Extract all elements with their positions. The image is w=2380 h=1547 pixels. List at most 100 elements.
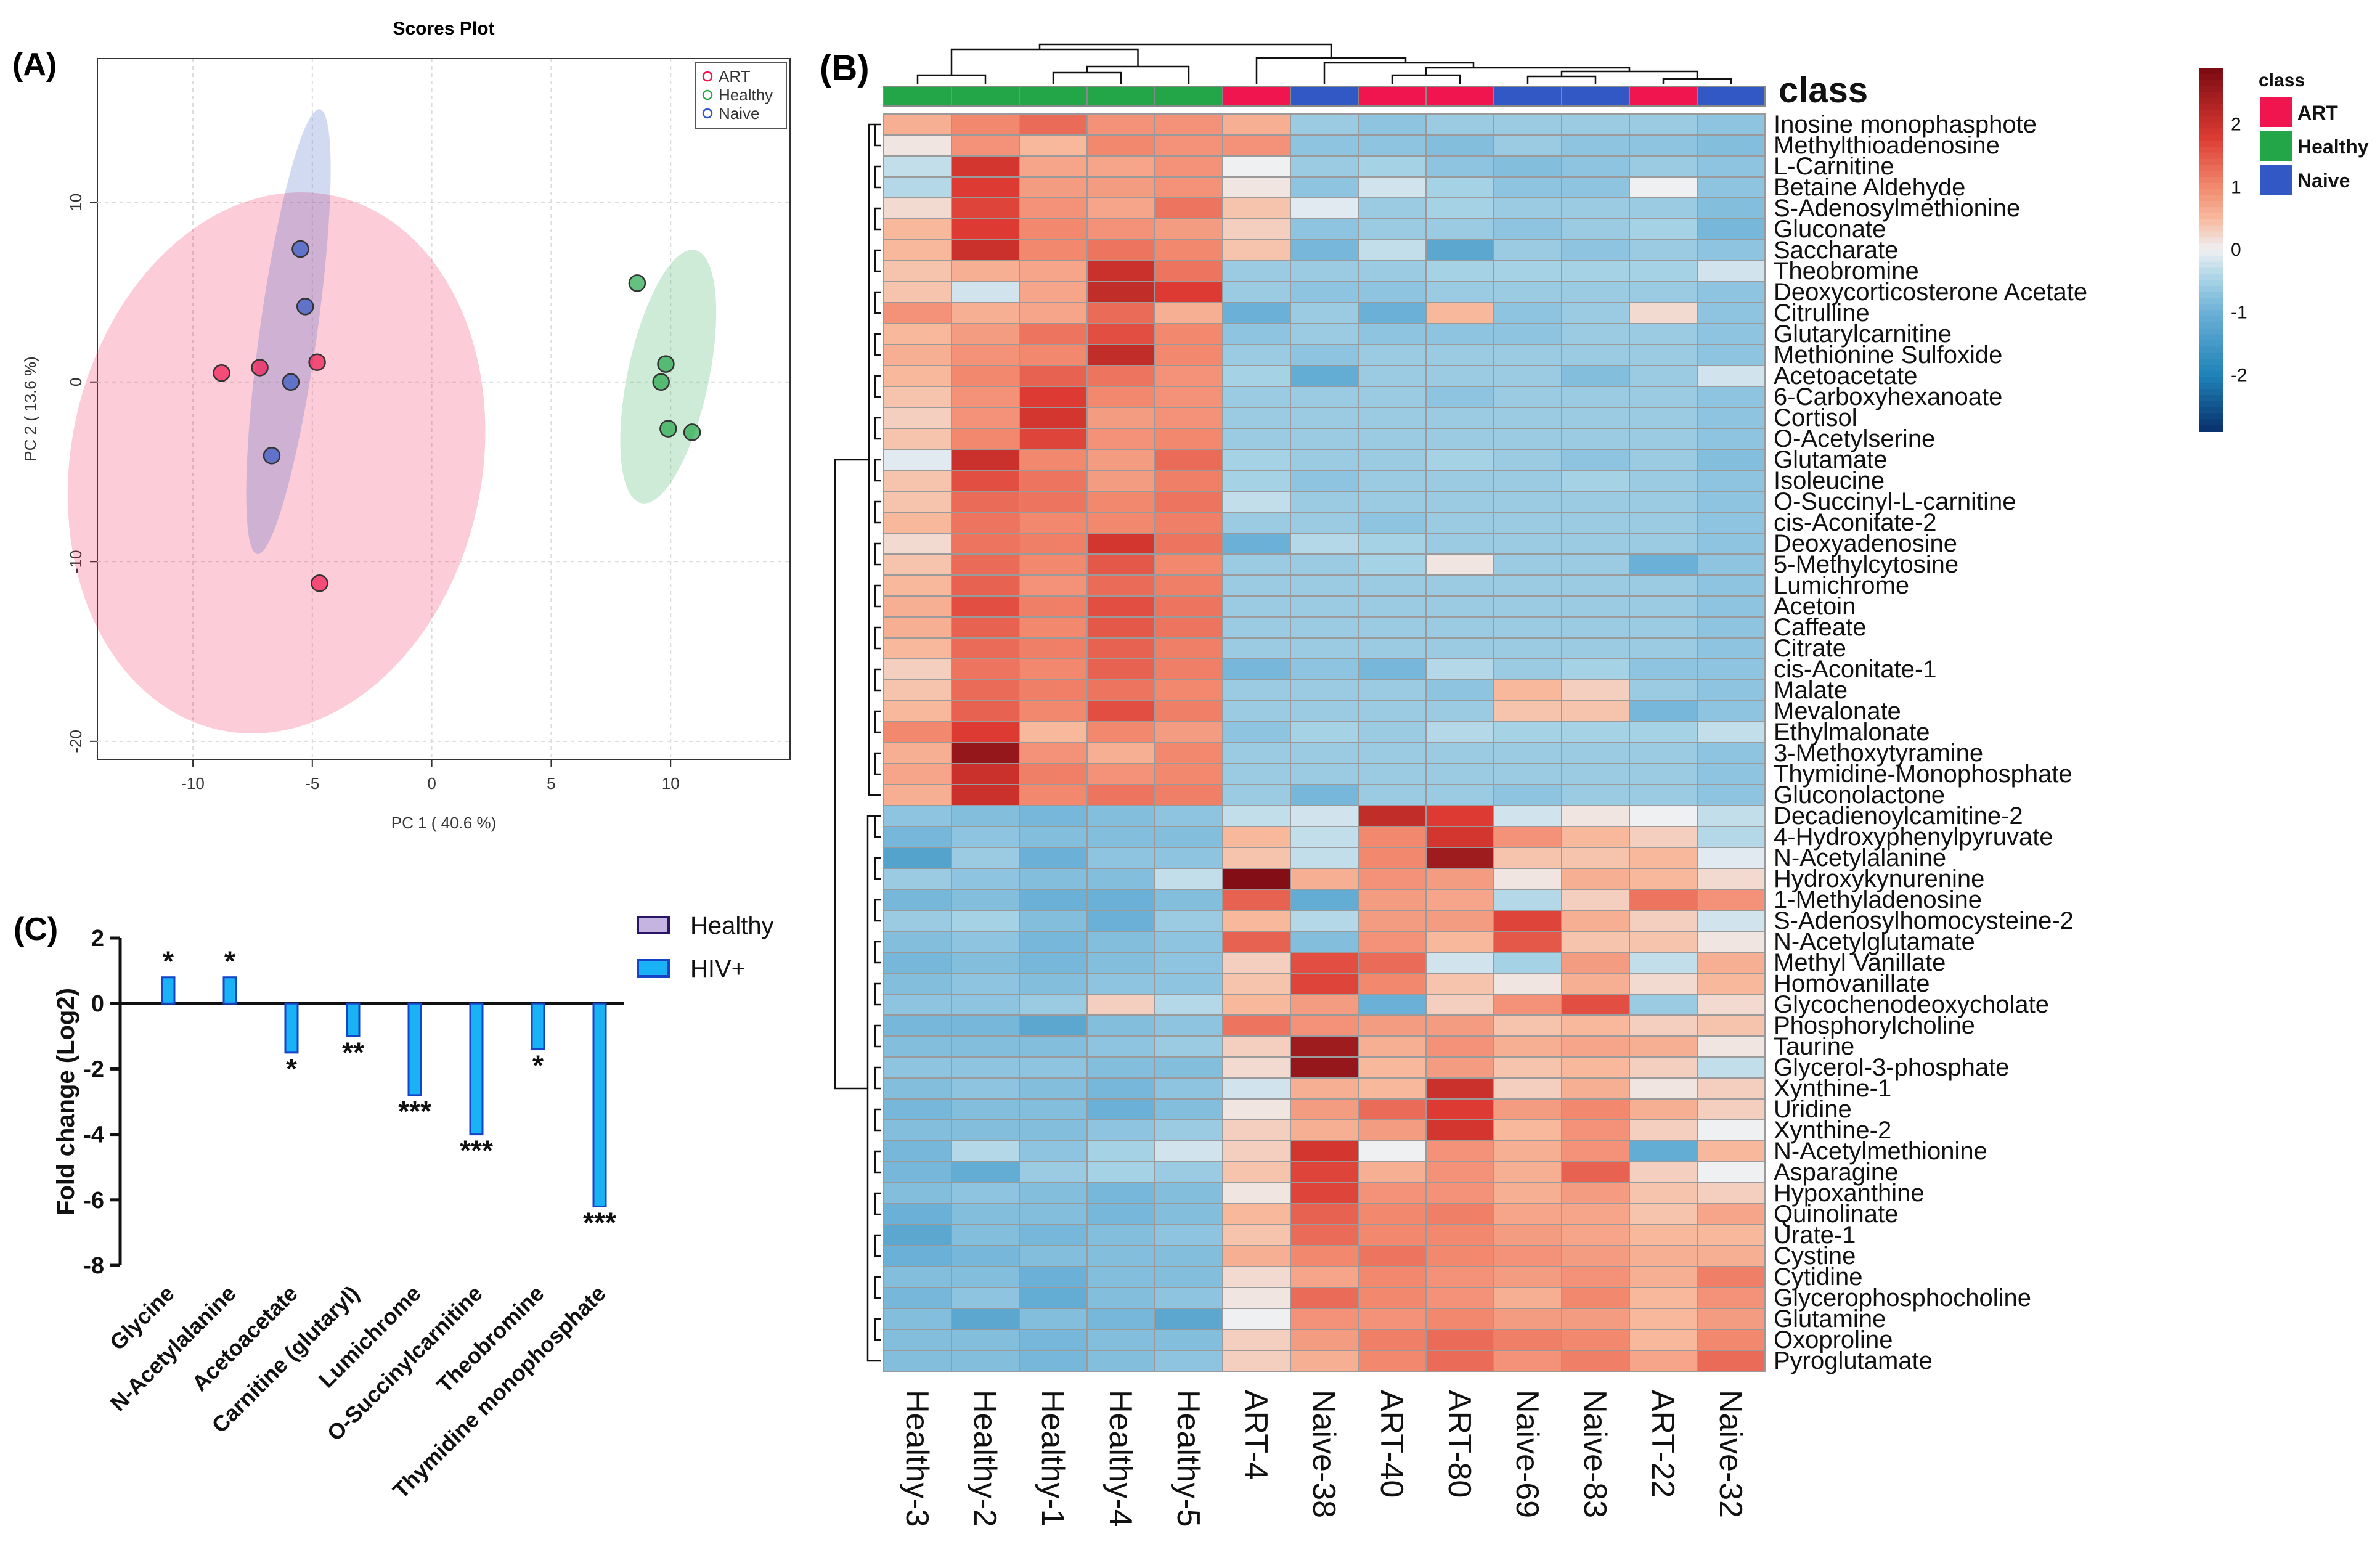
color-scale-segment xyxy=(2199,152,2223,160)
heatmap-cell xyxy=(883,1014,952,1037)
heatmap-cell xyxy=(1086,1077,1155,1100)
heatmap-cell xyxy=(951,1350,1020,1372)
heatmap-cell xyxy=(1425,658,1494,680)
heatmap-cell xyxy=(1358,176,1427,198)
heatmap-cell xyxy=(951,386,1020,408)
heatmap-cell xyxy=(1561,365,1630,387)
dendrogram-branch xyxy=(874,1150,881,1174)
heatmap-cell xyxy=(1222,574,1291,597)
heatmap-cell xyxy=(951,197,1020,219)
heatmap-cell xyxy=(1154,512,1223,534)
heatmap-cell xyxy=(1154,428,1223,450)
dendrogram-branch xyxy=(874,1234,881,1257)
heatmap-cell xyxy=(1290,407,1359,429)
heatmap-cell xyxy=(1222,826,1291,848)
heatmap-cell xyxy=(1493,197,1562,219)
heatmap-cell xyxy=(1697,1035,1766,1058)
dendrogram-branch xyxy=(1086,65,1190,84)
dendrogram-branch xyxy=(874,459,881,482)
pca-point-healthy xyxy=(628,274,646,292)
heatmap-cell xyxy=(1493,344,1562,366)
heatmap-cell xyxy=(1561,218,1630,240)
heatmap-cell xyxy=(1561,428,1630,450)
heatmap-cell xyxy=(1493,407,1562,429)
heatmap-cell xyxy=(1697,1287,1766,1309)
heatmap-cell xyxy=(1493,784,1562,806)
heatmap-class-cell-naive xyxy=(1561,86,1630,107)
color-scale-tick: -2 xyxy=(2231,365,2248,385)
heatmap-cell xyxy=(951,1287,1020,1309)
heatmap-cell xyxy=(1222,1056,1291,1079)
heatmap-cell xyxy=(951,344,1020,366)
heatmap-cell xyxy=(1154,344,1223,366)
heatmap-cell xyxy=(1629,574,1698,597)
heatmap-cell xyxy=(1493,742,1562,764)
heatmap-cell xyxy=(1222,239,1291,261)
color-scale-segment xyxy=(2199,98,2223,105)
heatmap-cell xyxy=(951,1161,1020,1183)
heatmap-cell xyxy=(1154,910,1223,932)
color-scale-segment xyxy=(2199,328,2223,335)
heatmap-cell xyxy=(951,616,1020,639)
heatmap-cell xyxy=(1019,784,1088,806)
heatmap-row-label: Xynthine-1 xyxy=(1774,1075,1891,1102)
heatmap-cell xyxy=(1222,1098,1291,1120)
row-dendrogram xyxy=(834,123,881,1362)
heatmap-cell xyxy=(1290,218,1359,240)
heatmap-cell xyxy=(1561,616,1630,639)
heatmap-cell xyxy=(1290,826,1359,848)
heatmap-cell xyxy=(1697,449,1766,471)
heatmap-cell xyxy=(1019,1182,1088,1204)
pca-point-naive xyxy=(296,298,314,316)
heatmap-cell xyxy=(1086,323,1155,345)
heatmap-cell xyxy=(1358,218,1427,240)
heatmap-row-label: Inosine monophasphote xyxy=(1774,111,2037,138)
heatmap-cell xyxy=(1290,1182,1359,1204)
heatmap-cell xyxy=(1290,721,1359,743)
heatmap-cell xyxy=(1019,218,1088,240)
heatmap-cell xyxy=(1493,868,1562,890)
heatmap-cell xyxy=(1154,1308,1223,1330)
heatmap-cell xyxy=(1697,952,1766,974)
heatmap-cell xyxy=(1222,1203,1291,1225)
heatmap-cell xyxy=(1425,1077,1494,1100)
heatmap-cell xyxy=(1290,386,1359,408)
dendrogram-branch xyxy=(874,1192,881,1215)
color-scale-segment xyxy=(2199,225,2223,232)
heatmap-row-label: Methionine Sulfoxide xyxy=(1774,341,2002,369)
heatmap-cell xyxy=(951,491,1020,513)
heatmap-cell xyxy=(951,574,1020,597)
heatmap-cell xyxy=(1493,931,1562,953)
heatmap-cell xyxy=(1561,595,1630,618)
heatmap-cell xyxy=(1290,1245,1359,1267)
color-scale-segment xyxy=(2199,86,2223,93)
heatmap-cell xyxy=(1629,658,1698,680)
heatmap-cell xyxy=(1561,239,1630,261)
heatmap-cell xyxy=(1086,1119,1155,1141)
heatmap-cell xyxy=(1290,847,1359,869)
heatmap-cell xyxy=(1561,302,1630,324)
heatmap-cell xyxy=(1086,1182,1155,1204)
heatmap-cell xyxy=(1290,595,1359,618)
heatmap-cell xyxy=(1086,407,1155,429)
heatmap-cell xyxy=(1493,470,1562,492)
heatmap-cell xyxy=(1629,428,1698,450)
heatmap-cell xyxy=(1493,1035,1562,1058)
heatmap-cell xyxy=(1561,1308,1630,1330)
heatmap-cell xyxy=(1629,1245,1698,1267)
heatmap-cell xyxy=(1561,889,1630,911)
heatmap-cell xyxy=(1154,1245,1223,1267)
pca-point-healthy xyxy=(659,420,677,438)
heatmap-cell xyxy=(1019,1266,1088,1288)
color-scale-segment xyxy=(2199,377,2223,384)
heatmap-cell xyxy=(1358,1266,1427,1288)
heatmap-cell xyxy=(951,449,1020,471)
heatmap-cell xyxy=(883,952,952,974)
pca-title: Scores Plot xyxy=(393,18,494,39)
heatmap-cell xyxy=(1019,428,1088,450)
heatmap-cell xyxy=(1019,679,1088,701)
heatmap-row-label: S-Adenosylmethionine xyxy=(1774,195,2020,222)
heatmap-cell xyxy=(1222,1350,1291,1372)
dendrogram-branch xyxy=(874,815,881,838)
heatmap-cell xyxy=(1493,1203,1562,1225)
